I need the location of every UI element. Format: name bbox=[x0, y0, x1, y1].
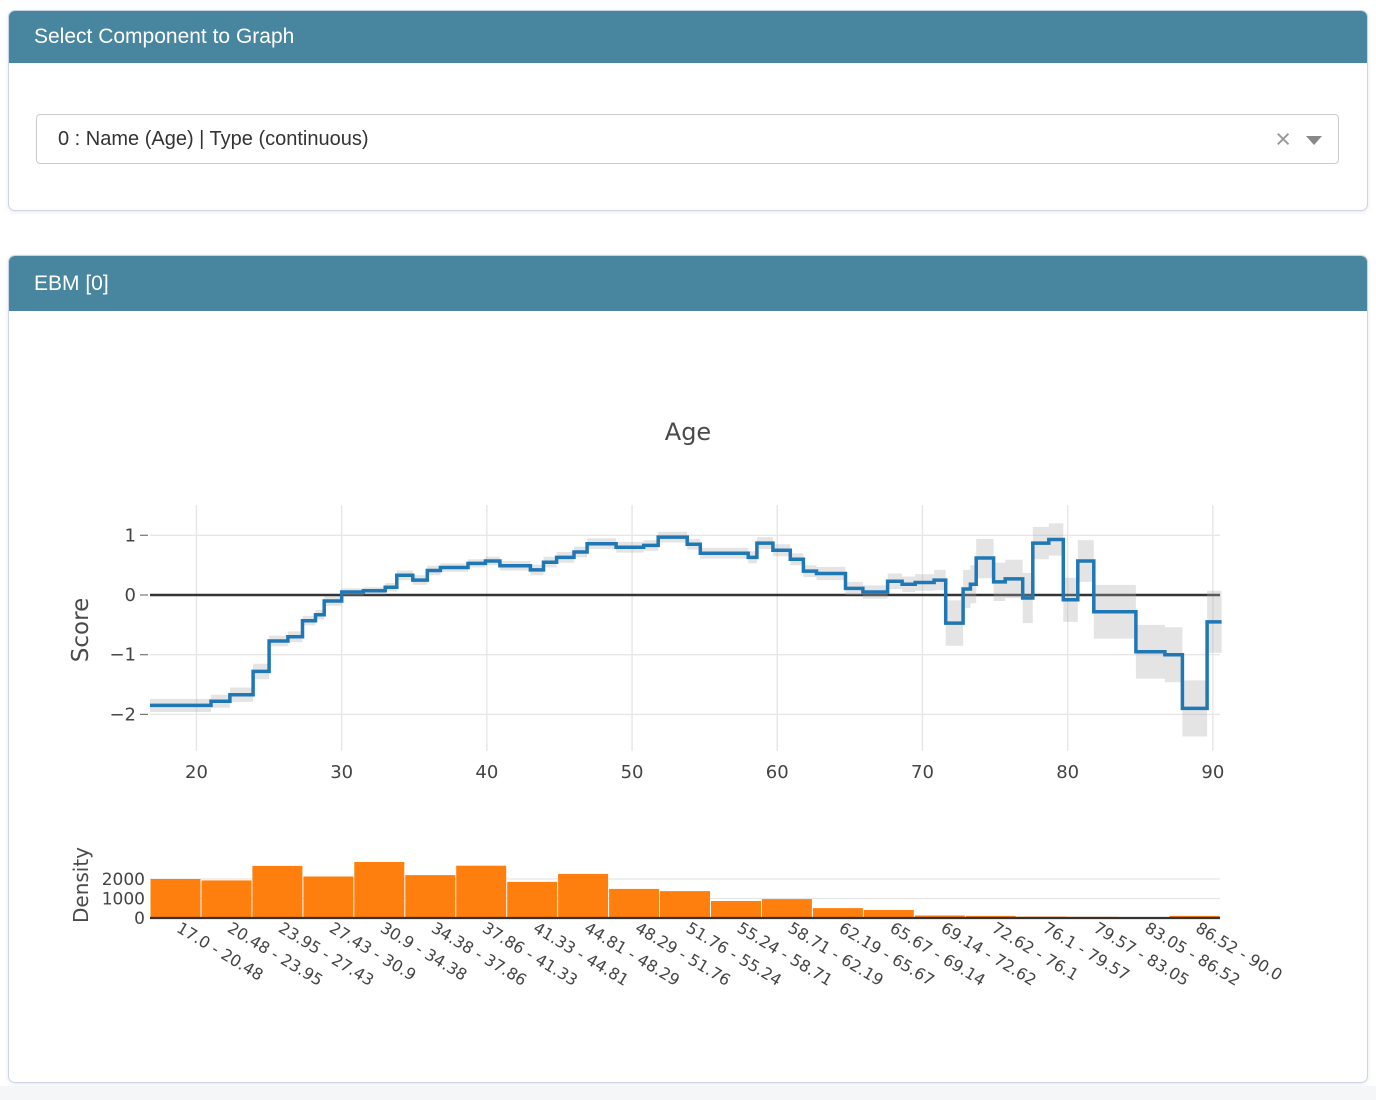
y-tick-label: 0 bbox=[125, 585, 136, 606]
chart-title: Age bbox=[665, 418, 711, 446]
density-tick-label: 1000 bbox=[102, 890, 145, 910]
ebm-graph-panel: EBM [0] Age 1 0 −1 −2 20 30 40 50 60 70 80 90 Score 0 1… bbox=[8, 255, 1368, 1083]
y-tick-label: −1 bbox=[109, 645, 136, 666]
density-bar bbox=[609, 888, 660, 918]
x-tick-label: 90 bbox=[1201, 762, 1224, 783]
x-tick-label: 50 bbox=[621, 762, 644, 783]
score-axes: 1 0 −1 −2 20 30 40 50 60 70 80 90 Score bbox=[68, 525, 1224, 783]
density-bar bbox=[303, 876, 354, 918]
page-background-strip bbox=[0, 1086, 1376, 1100]
density-bar bbox=[150, 879, 201, 918]
select-panel-body: 0 : Name (Age) | Type (continuous) × bbox=[9, 63, 1367, 211]
density-bar bbox=[507, 881, 558, 918]
dropdown-controls: × bbox=[1275, 123, 1322, 154]
x-tick-label: 70 bbox=[911, 762, 934, 783]
density-tick-label: 2000 bbox=[102, 870, 145, 890]
density-bar bbox=[405, 875, 456, 918]
x-tick-label: 20 bbox=[185, 762, 208, 783]
x-tick-label: 30 bbox=[330, 762, 353, 783]
component-dropdown-value: 0 : Name (Age) | Type (continuous) bbox=[58, 127, 369, 150]
select-panel-title: Select Component to Graph bbox=[34, 25, 295, 48]
clear-icon[interactable]: × bbox=[1275, 123, 1291, 154]
ebm-panel-title: EBM [0] bbox=[34, 271, 109, 295]
density-bar bbox=[660, 891, 710, 918]
x-tick-label: 80 bbox=[1056, 762, 1079, 783]
density-bar bbox=[711, 901, 761, 918]
density-bar bbox=[812, 908, 863, 918]
select-panel-header: Select Component to Graph bbox=[9, 11, 1367, 63]
component-dropdown[interactable]: 0 : Name (Age) | Type (continuous) × bbox=[36, 114, 1339, 164]
density-bar bbox=[761, 899, 812, 918]
x-tick-label: 60 bbox=[766, 762, 789, 783]
chart-title-text: Age bbox=[665, 418, 711, 446]
score-gridlines bbox=[150, 505, 1220, 751]
score-step-line bbox=[150, 535, 1222, 711]
density-bar bbox=[558, 873, 609, 918]
x-tick-label: 40 bbox=[475, 762, 498, 783]
density-bar bbox=[354, 862, 405, 918]
select-component-panel: Select Component to Graph 0 : Name (Age)… bbox=[8, 10, 1368, 211]
y-tick-label: −2 bbox=[109, 704, 136, 725]
density-bar bbox=[863, 910, 914, 918]
ebm-panel-body: Age 1 0 −1 −2 20 30 40 50 60 70 80 90 Score 0 1000 2000 D… bbox=[9, 311, 1367, 1082]
score-axis-title: Score bbox=[68, 598, 94, 662]
density-bar bbox=[201, 880, 252, 918]
confidence-band bbox=[150, 523, 1222, 737]
density-axis-title: Density bbox=[69, 847, 93, 923]
density-tick-label: 0 bbox=[134, 909, 145, 929]
density-bar bbox=[914, 915, 965, 918]
ebm-panel-header: EBM [0] bbox=[9, 256, 1367, 311]
chevron-down-icon[interactable] bbox=[1306, 135, 1322, 145]
density-bar bbox=[456, 865, 507, 918]
y-tick-label: 1 bbox=[125, 525, 136, 546]
density-bar bbox=[252, 865, 303, 918]
